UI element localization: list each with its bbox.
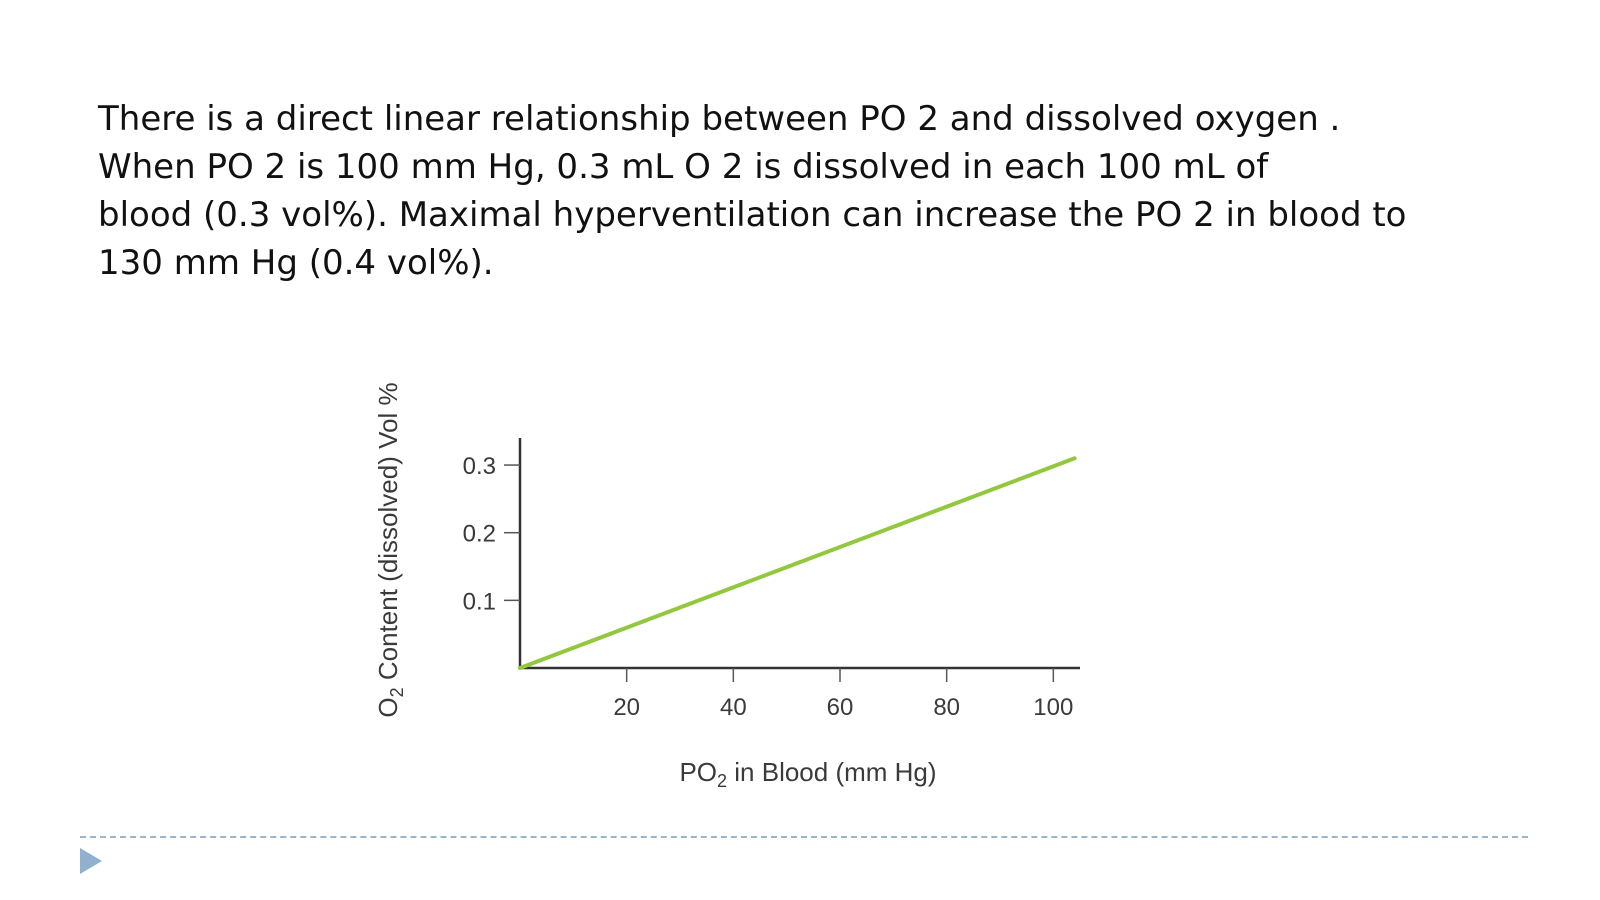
y-tick-label: 0.2 (463, 521, 496, 548)
footer-dashed-divider (80, 836, 1528, 838)
x-tick-label: 80 (933, 694, 960, 721)
y-tick-label: 0.1 (463, 588, 496, 615)
x-label-subscript: 2 (717, 771, 727, 791)
chart-axes (518, 438, 1080, 670)
text-line: 130 mm Hg (0.4 vol%). (98, 243, 494, 283)
series-line (518, 456, 1077, 670)
series-group (518, 456, 1077, 670)
x-ticks: 20 40 60 80 100 (613, 668, 1073, 721)
x-label-suffix: in Blood (mm Hg) (727, 757, 937, 787)
slide-text: There is a direct linear relationship be… (98, 95, 1498, 287)
x-label-prefix: PO (679, 757, 717, 787)
text-line: When PO 2 is 100 mm Hg, 0.3 mL O 2 is di… (98, 147, 1269, 187)
text-line: blood (0.3 vol%). Maximal hyperventilati… (98, 195, 1407, 235)
x-tick-label: 40 (720, 694, 747, 721)
y-label-suffix: Content (dissolved) Vol % (373, 382, 403, 687)
x-tick-label: 60 (827, 694, 854, 721)
y-tick-label: 0.3 (463, 453, 496, 480)
x-axis-label: PO2 in Blood (mm Hg) (679, 757, 936, 791)
y-ticks: 0.1 0.2 0.3 (463, 453, 520, 615)
y-label-subscript: 2 (387, 687, 407, 697)
x-tick-label: 20 (613, 694, 640, 721)
text-line: There is a direct linear relationship be… (98, 99, 1341, 139)
x-tick-label: 100 (1033, 694, 1073, 721)
play-triangle-icon (80, 848, 102, 874)
y-axis-label: O2 Content (dissolved) Vol % (373, 382, 407, 717)
y-label-prefix: O (373, 697, 403, 717)
